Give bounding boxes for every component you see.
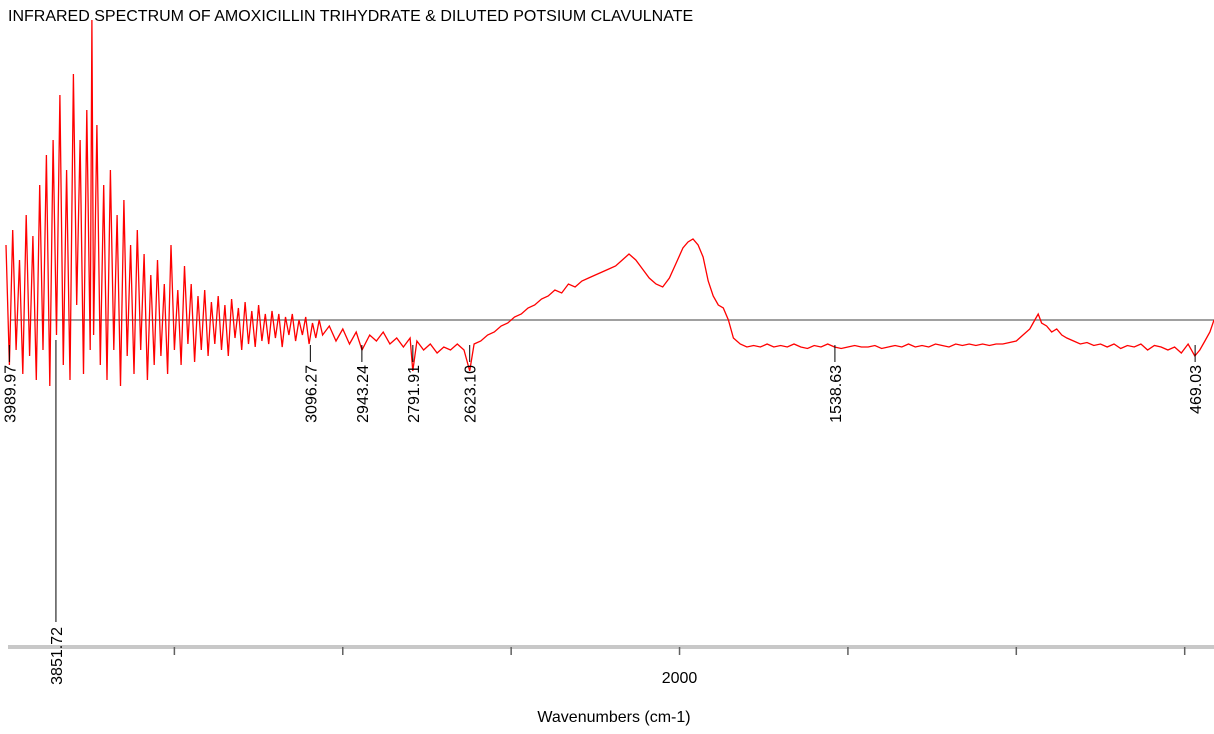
x-axis-label: Wavenumbers (cm-1) <box>537 709 690 726</box>
peak-label: 1538.63 <box>828 365 845 423</box>
peak-label: 469.03 <box>1188 365 1205 414</box>
peak-label: 2791.91 <box>406 365 423 423</box>
chart-title: INFRARED SPECTRUM OF AMOXICILLIN TRIHYDR… <box>8 8 693 25</box>
peak-label: 3851.72 <box>49 627 66 685</box>
spectrum-line <box>5 19 1214 387</box>
peak-label: 3989.97 <box>2 365 19 423</box>
peak-label: 2623.10 <box>463 365 480 423</box>
x-axis-band <box>8 645 1214 649</box>
x-tick-label: 2000 <box>662 670 698 687</box>
peak-label: 2943.24 <box>355 365 372 423</box>
peak-label: 3096.27 <box>303 365 320 423</box>
